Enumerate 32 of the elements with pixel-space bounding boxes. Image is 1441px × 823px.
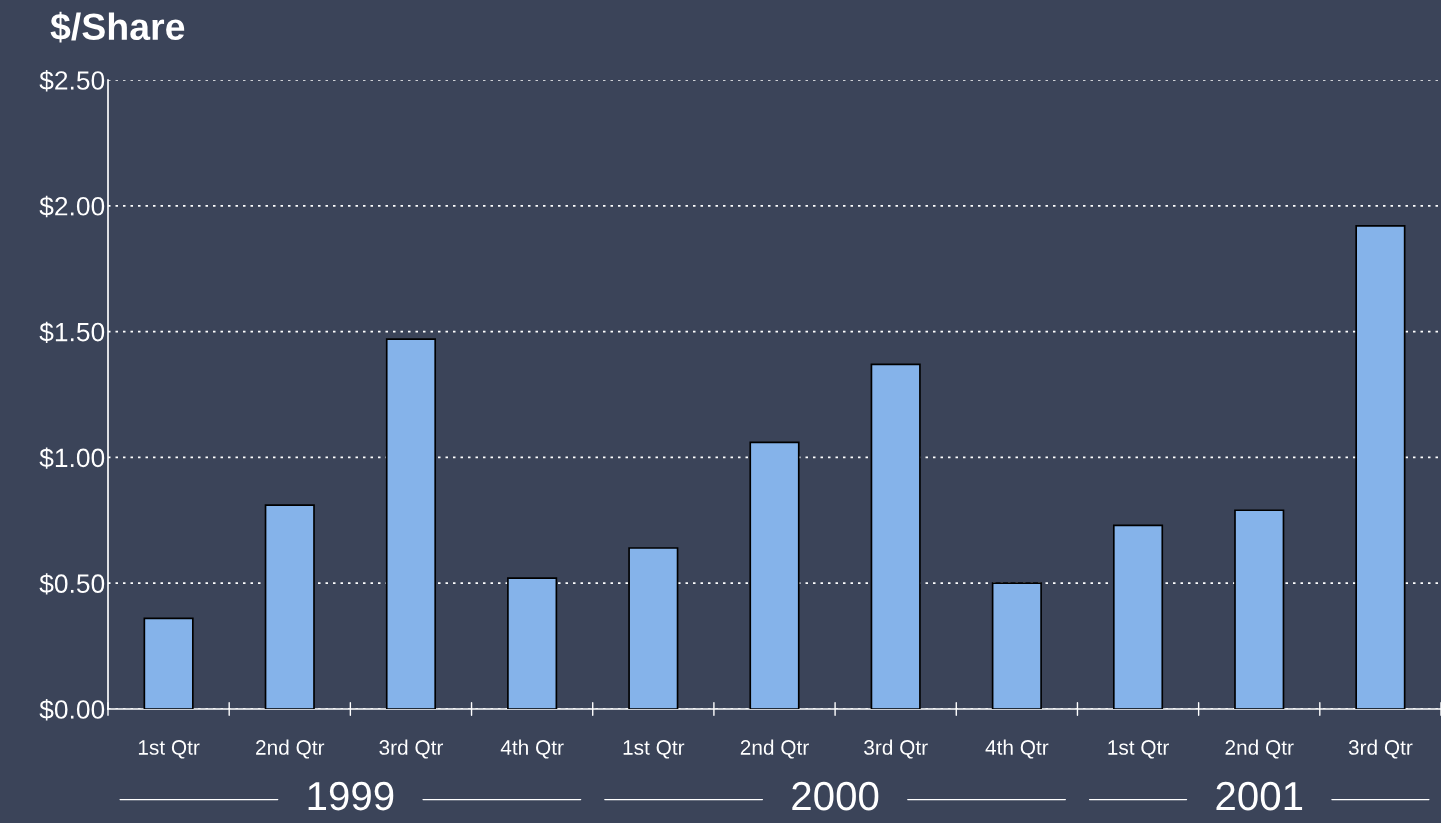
y-tick-label: $1.50 — [39, 321, 105, 343]
bar — [385, 338, 437, 709]
chart-title: $/Share — [50, 11, 185, 43]
bar — [1355, 225, 1406, 709]
x-tick-label: 1st Qtr — [1108, 740, 1169, 759]
text: 2001 — [1216, 781, 1303, 811]
x-tick-label: 2nd Qtr — [1225, 739, 1294, 759]
y-tick-label: $0.00 — [39, 699, 105, 721]
y-tick-label: $1.00 — [39, 447, 105, 469]
x-tick-label: 2nd Qtr — [740, 739, 809, 759]
x-tick-label: 3rd Qtr — [864, 739, 928, 759]
bar — [264, 504, 315, 709]
x-tick-label: 1st Qtr — [138, 740, 200, 759]
y-tick-label: $2.50 — [39, 70, 105, 92]
x-tick-label: 4th Qtr — [985, 739, 1049, 759]
bar — [507, 577, 558, 709]
y-tick-label: $2.00 — [39, 195, 105, 218]
y-tick-label: $0.50 — [39, 573, 105, 595]
bar — [991, 582, 1042, 709]
x-tick-label: 3rd Qtr — [379, 739, 444, 759]
text: 2000 — [792, 781, 879, 811]
bar — [749, 441, 800, 709]
bar — [1234, 509, 1285, 709]
bar — [1112, 524, 1164, 709]
bar — [870, 363, 921, 709]
x-tick-label: 1st Qtr — [623, 740, 685, 759]
x-tick-label: 4th Qtr — [500, 739, 564, 759]
bar — [143, 617, 194, 709]
bar — [628, 547, 679, 709]
x-tick-label: 2nd Qtr — [256, 739, 325, 759]
text: 1999 — [308, 781, 394, 811]
x-tick-label: 3rd Qtr — [1348, 739, 1413, 759]
